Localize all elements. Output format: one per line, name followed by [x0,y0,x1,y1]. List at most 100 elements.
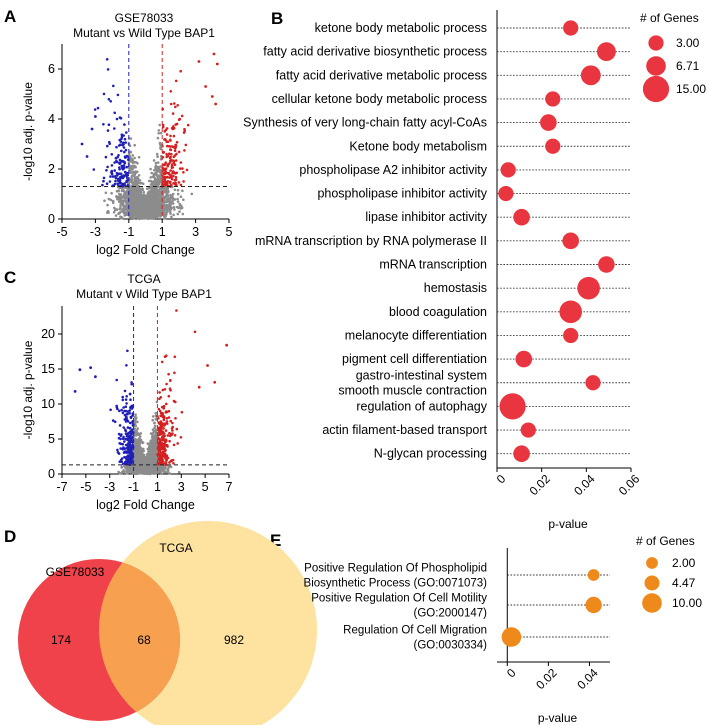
data-point [163,138,166,141]
data-point [167,394,171,398]
data-point [151,418,154,422]
x-tick-label: -5 [56,225,67,239]
data-point [161,445,164,449]
data-point [129,137,133,140]
data-point [141,198,144,202]
data-point [148,199,151,202]
data-point [172,134,176,138]
data-point [111,199,115,203]
data-point [183,127,186,131]
data-point [167,372,170,376]
data-point [139,202,143,205]
data-point [182,171,185,174]
data-point [162,404,166,408]
term-label: Positive Regulation Of Cell Motility [311,593,487,605]
data-point [120,149,123,153]
data-point-down [90,127,94,131]
data-point [165,417,169,420]
data-point [148,459,151,463]
data-point [122,146,126,149]
data-point [126,412,129,416]
data-point [146,206,149,209]
term-label: Positive Regulation Of Phospholipid [304,563,487,575]
data-point [165,443,168,447]
chart-a-subtitle: Mutant vs Wild Type BAP1 [73,26,215,40]
data-point [132,170,135,174]
data-point [166,207,170,210]
data-point [106,203,109,207]
data-point [165,152,168,156]
data-point [168,210,172,213]
data-point [164,213,167,217]
data-point [115,171,119,175]
data-point [165,354,168,358]
data-point [159,461,162,465]
data-point [105,182,109,185]
data-point [178,203,182,207]
data-point-down [85,155,89,158]
term-label: hemostasis [424,281,487,295]
data-point [127,181,131,184]
data-point [171,429,174,432]
data-point [167,145,171,148]
x-axis-label: p-value [548,517,588,531]
data-point [126,426,130,429]
data-point [133,194,137,198]
data-point [152,169,156,172]
data-point [130,458,134,462]
data-point [148,466,151,470]
data-point [157,407,161,411]
y-axis-label: -log10 adj. p-value [21,340,35,439]
data-point [157,428,160,432]
data-point [123,137,127,141]
data-point [171,112,175,115]
data-point [142,217,146,220]
data-point [160,458,164,461]
data-point [172,399,176,403]
data-point [143,194,147,197]
term-dot [545,138,561,154]
chart-a-title: GSE78033 [115,11,174,25]
data-point [117,452,121,455]
data-point [120,460,123,464]
data-point [174,79,178,83]
data-point [136,449,140,452]
data-point [142,190,146,194]
data-point [106,165,109,169]
data-point [111,175,115,178]
data-point [158,186,162,189]
data-point [124,437,127,441]
data-point-down [94,375,97,379]
data-point [154,469,157,473]
data-point [168,152,171,155]
data-point [118,166,121,169]
data-point [116,407,119,411]
data-point [181,189,184,193]
data-point [130,197,134,200]
data-point [122,451,126,454]
data-point [141,188,145,191]
data-point [112,84,115,88]
data-point [129,429,133,433]
data-point [123,447,126,451]
term-dot [563,20,579,36]
data-point [151,216,155,220]
data-point [119,140,123,143]
data-point [169,102,173,106]
term-label: smooth muscle contraction [338,383,487,397]
data-point [153,197,156,200]
x-tick-label: 0.02 [533,666,560,693]
data-point [162,438,165,442]
data-point [113,111,116,115]
data-point [122,469,125,472]
data-point [114,214,118,217]
data-point [159,168,162,172]
y-tick-label: 2 [48,162,55,176]
data-point [122,199,125,202]
data-point [102,176,106,180]
data-point [155,449,158,453]
data-point [133,186,136,189]
